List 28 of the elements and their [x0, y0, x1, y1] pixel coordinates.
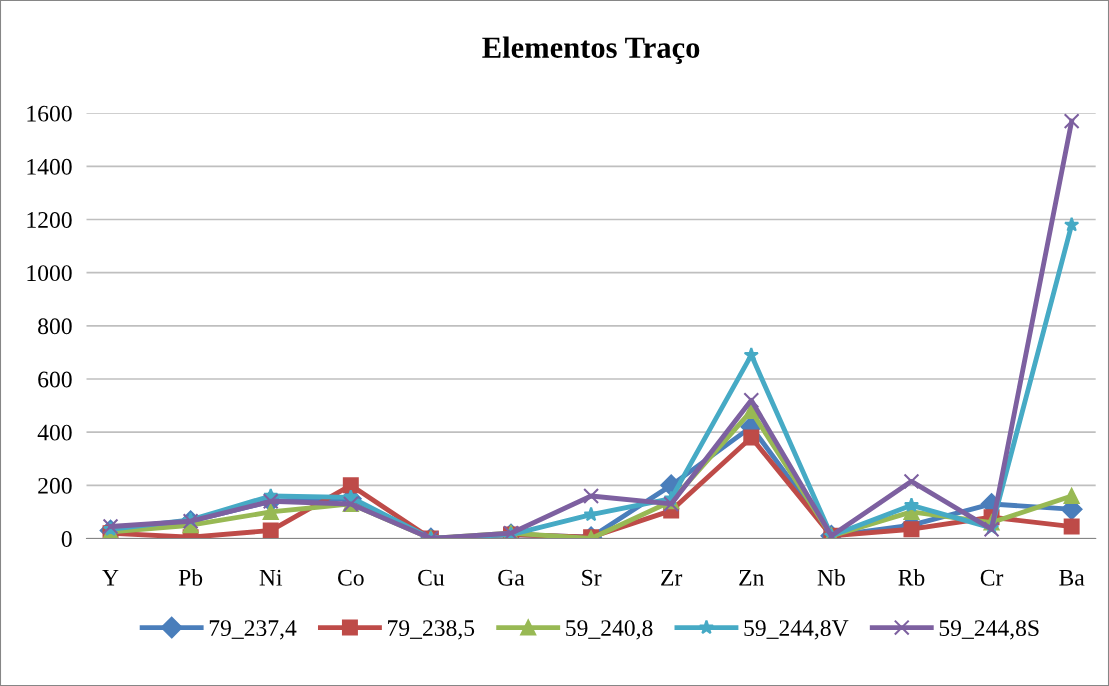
y-tick-label: 200 [38, 477, 72, 494]
y-tick-label: 600 [38, 371, 72, 388]
x-tick-label: Zr [661, 569, 683, 586]
x-tick-label: Ni [259, 569, 283, 586]
legend-label: 59_244,8V [744, 620, 849, 640]
y-tick-label: 1200 [27, 212, 72, 228]
y-tick-label: 1600 [27, 105, 72, 122]
x-tick-label: Ga [498, 569, 525, 586]
x-tick-label: Cu [418, 569, 445, 586]
x-tick-label: Y [102, 569, 119, 586]
chart-title: Elementos Traço [482, 36, 700, 64]
y-tick-label: 0 [61, 531, 72, 547]
x-tick-label: Pb [178, 569, 203, 586]
x-tick-label: Rb [898, 569, 925, 586]
legend-label: 59_240,8 [566, 620, 653, 640]
legend-label: 59_244,8S [939, 620, 1039, 640]
x-tick-label: Zn [739, 569, 765, 586]
x-tick-label: Sr [582, 569, 602, 586]
x-tick-label: Cr [980, 569, 1004, 586]
y-tick-label: 1400 [27, 158, 72, 175]
x-tick-label: Nb [817, 569, 845, 586]
y-tick-label: 800 [38, 318, 72, 335]
y-tick-label: 400 [37, 424, 72, 441]
legend-label: 79_238,5 [388, 620, 475, 640]
x-tick-label: Co [338, 569, 364, 586]
x-tick-label: Ba [1059, 569, 1085, 586]
y-tick-label: 1000 [27, 265, 72, 282]
legend-label: 79_237,4 [209, 620, 297, 640]
